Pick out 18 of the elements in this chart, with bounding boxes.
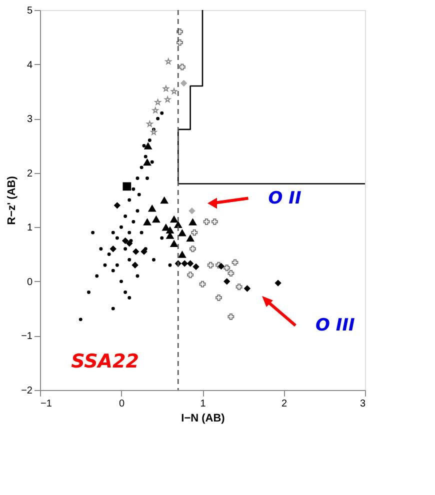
annotation: O II [268,188,302,208]
y-axis-title: R−z' (AB) [6,176,18,225]
x-tick-label: 1 [200,398,206,410]
y-tick-label: 5 [26,6,33,16]
annotation: SSA22 [71,350,139,372]
annotation: O III [316,316,355,336]
y-tick-label: 0 [26,276,33,288]
x-tick-label: 2 [281,398,288,410]
y-tick-label: 4 [26,60,33,71]
x-tick-label: 0 [118,398,125,410]
y-tick-label: 3 [26,114,33,126]
y-tick-label: −2 [21,386,33,396]
x-tick-label: −1 [40,398,52,410]
x-tick-label: 3 [360,398,366,410]
y-tick-label: −1 [21,331,33,342]
y-tick-label: 1 [26,222,33,234]
x-axis-title: I−N (AB) [181,412,226,424]
y-tick-label: 2 [26,168,33,180]
